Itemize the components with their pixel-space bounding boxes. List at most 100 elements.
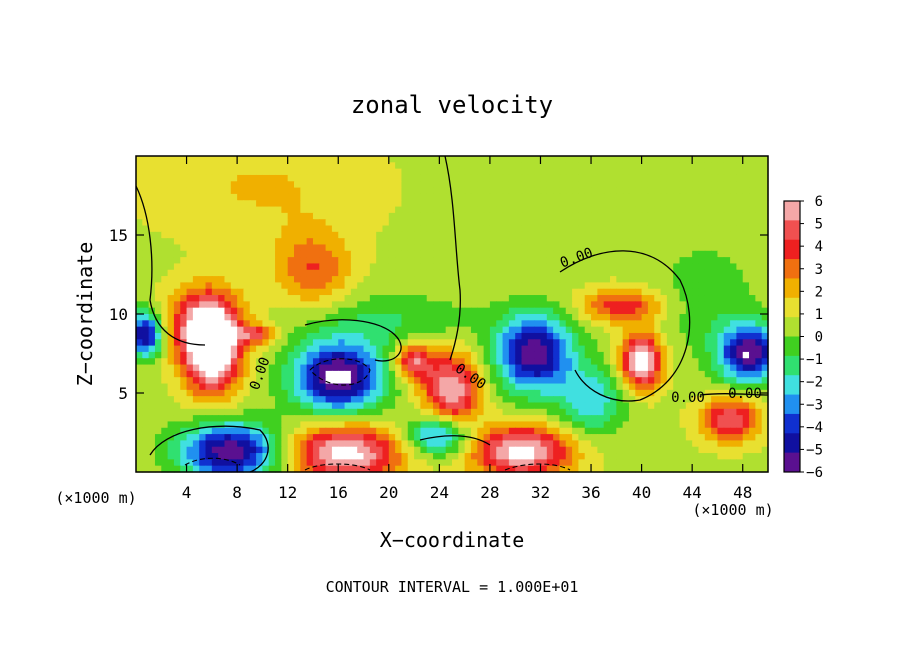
heat-cell [395, 434, 403, 441]
heat-cell [679, 440, 687, 448]
heat-cell [458, 345, 466, 353]
heat-cell [723, 440, 731, 448]
heat-cell [673, 187, 681, 195]
heat-cell [331, 345, 339, 353]
heat-cell [445, 269, 453, 277]
heat-cell [218, 345, 226, 353]
heat-cell [426, 276, 434, 283]
heat-cell [521, 257, 529, 265]
heat-cell [698, 238, 706, 246]
heat-cell [761, 345, 769, 353]
heat-cell [761, 421, 769, 429]
heat-cell [704, 219, 712, 227]
heat-cell [287, 427, 295, 435]
heat-cell [628, 370, 636, 378]
heat-cell [268, 168, 276, 176]
heat-cell [711, 339, 719, 347]
heat-cell [445, 307, 453, 315]
heat-cell [464, 453, 472, 460]
heat-cell [603, 453, 611, 460]
heat-cell [395, 427, 403, 435]
heat-cell [673, 219, 681, 227]
heat-cell [218, 358, 226, 366]
heat-cell [382, 377, 390, 385]
heat-cell [730, 181, 737, 189]
heat-cell [647, 339, 655, 347]
heat-cell [489, 326, 497, 334]
heat-cell [641, 162, 649, 170]
heat-cell [742, 389, 750, 397]
heat-cell [363, 238, 371, 246]
heat-cell [249, 288, 257, 296]
heat-cell [300, 187, 308, 195]
heat-cell [426, 383, 434, 391]
heat-cell [306, 257, 314, 265]
heat-cell [572, 364, 579, 372]
heat-cell [553, 162, 561, 170]
heat-cell [654, 219, 662, 227]
heat-cell [268, 440, 276, 448]
heat-cell [559, 231, 567, 239]
heat-cell [338, 244, 346, 252]
heat-cell [534, 396, 542, 404]
heat-cell [502, 345, 510, 353]
heat-cell [148, 351, 156, 359]
heat-cell [249, 421, 257, 429]
heat-cell [470, 440, 478, 448]
heat-cell [281, 339, 289, 347]
heat-cell [742, 383, 750, 391]
heat-cell [666, 288, 674, 296]
heat-cell [565, 332, 573, 340]
heat-cell [730, 244, 737, 252]
heat-cell [578, 193, 586, 201]
heat-cell [635, 301, 643, 309]
heat-cell [610, 282, 617, 290]
heat-cell [331, 332, 339, 340]
heat-cell [508, 326, 516, 334]
heat-cell [470, 295, 478, 302]
heat-cell [508, 320, 516, 328]
heat-cell [673, 314, 681, 321]
heat-cell [211, 244, 219, 252]
heat-cell [559, 383, 567, 391]
heat-cell [192, 238, 200, 246]
heat-cell [553, 168, 561, 176]
heat-cell [433, 225, 440, 233]
heat-cell [692, 282, 700, 290]
heat-cell [452, 415, 459, 423]
heat-cell [660, 402, 668, 410]
heat-cell [376, 212, 384, 220]
heat-cell [584, 282, 592, 290]
heat-cell [350, 383, 358, 391]
heat-cell [736, 326, 744, 334]
heat-cell [262, 200, 270, 208]
heat-cell [591, 389, 598, 397]
heat-cell [167, 282, 175, 290]
heat-cell [761, 276, 769, 283]
heat-cell [603, 446, 611, 454]
heat-cell [534, 389, 542, 397]
heat-cell [154, 307, 162, 315]
heat-cell [268, 421, 276, 429]
heat-cell [654, 421, 662, 429]
heat-cell [249, 402, 257, 410]
heat-cell [527, 162, 535, 170]
heat-cell [319, 168, 327, 176]
heat-cell [496, 434, 504, 441]
heat-cell [256, 238, 263, 246]
heat-cell [654, 174, 662, 182]
heat-cell [312, 320, 320, 328]
heat-cell [230, 187, 238, 195]
heat-cell [572, 187, 579, 195]
heat-cell [369, 332, 377, 340]
heat-cell [312, 193, 320, 201]
heat-cell [224, 351, 232, 359]
heat-cell [192, 301, 200, 309]
heat-cell [433, 238, 440, 246]
heat-cell [483, 276, 491, 283]
heat-cell [666, 339, 674, 347]
heat-cell [414, 263, 421, 271]
heat-cell [610, 415, 617, 423]
heat-cell [350, 276, 358, 283]
heat-cell [685, 206, 693, 214]
